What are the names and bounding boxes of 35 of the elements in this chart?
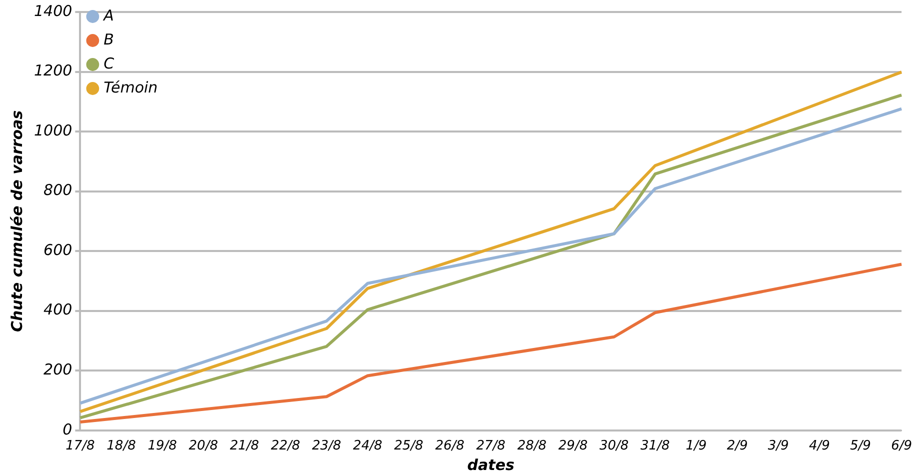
x-tick-label: 5/9 xyxy=(850,438,871,454)
y-tick-label: 1000 xyxy=(34,121,72,140)
legend-label: Témoin xyxy=(104,78,158,96)
y-axis-title: Chute cumulée de varroas xyxy=(8,110,26,332)
y-tick-label: 200 xyxy=(44,360,72,379)
y-tick-label: 600 xyxy=(44,240,72,259)
x-axis-title: dates xyxy=(467,456,514,474)
x-tick-label: 19/8 xyxy=(148,438,177,454)
legend-label: A xyxy=(102,6,114,24)
y-tick-label: 1400 xyxy=(34,2,72,20)
x-tick-label: 1/9 xyxy=(686,438,707,454)
x-tick-label: 28/8 xyxy=(517,438,547,454)
legend-label: C xyxy=(104,54,115,72)
x-tick-label: 4/9 xyxy=(808,438,830,454)
x-tick-label: 29/8 xyxy=(558,438,588,454)
x-tick-label: 31/8 xyxy=(640,438,670,454)
y-tick-label: 800 xyxy=(44,181,72,200)
legend-label: B xyxy=(104,30,114,48)
x-tick-label: 3/9 xyxy=(768,438,789,454)
x-tick-label: 22/8 xyxy=(270,438,300,454)
y-tick-label: 1200 xyxy=(34,62,72,80)
x-tick-label: 21/8 xyxy=(230,438,260,454)
x-tick-label: 6/9 xyxy=(891,438,912,454)
x-tick-label: 25/8 xyxy=(394,438,424,454)
x-tick-label: 20/8 xyxy=(188,438,218,454)
y-tick-label: 400 xyxy=(44,300,72,319)
x-tick-label: 30/8 xyxy=(599,438,629,454)
x-tick-label: 17/8 xyxy=(66,438,95,454)
x-tick-label: 18/8 xyxy=(106,438,136,454)
x-tick-label: 26/8 xyxy=(435,438,464,454)
x-tick-label: 23/8 xyxy=(312,438,342,454)
x-tick-label: 24/8 xyxy=(353,438,382,454)
y-tick-label: 0 xyxy=(62,420,72,438)
x-tick-label: 2/9 xyxy=(726,438,748,454)
x-tick-label: 27/8 xyxy=(476,438,506,454)
